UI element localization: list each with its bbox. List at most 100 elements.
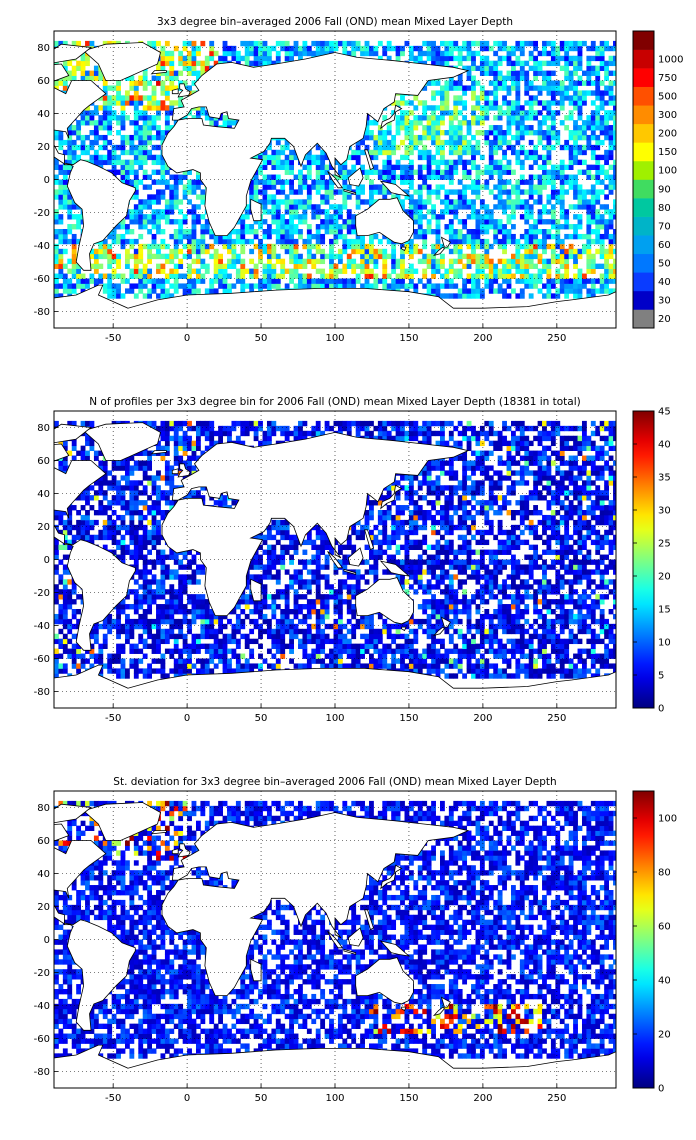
- data-cell: [537, 278, 543, 284]
- data-cell: [479, 258, 485, 265]
- data-cell: [613, 273, 616, 279]
- data-cell: [524, 125, 530, 131]
- data-cell: [111, 144, 117, 151]
- data-cell: [258, 224, 263, 230]
- data-cell: [440, 283, 445, 289]
- data-cell: [590, 194, 596, 200]
- data-cell: [604, 60, 610, 67]
- data-cell: [586, 288, 592, 294]
- data-cell: [289, 238, 294, 245]
- data-cell: [444, 169, 450, 175]
- data-cell: [462, 164, 468, 170]
- data-cell: [555, 130, 561, 136]
- data-cell: [466, 199, 472, 205]
- data-cell: [213, 238, 219, 245]
- data-cell: [71, 233, 77, 240]
- data-cell: [462, 283, 468, 289]
- data-cell: [599, 263, 605, 269]
- data-cell: [62, 455, 68, 461]
- data-cell: [169, 273, 175, 279]
- data-cell: [156, 243, 161, 250]
- data-cell: [555, 90, 561, 96]
- data-cell: [408, 139, 414, 146]
- data-cell: [62, 519, 68, 526]
- data-cell: [80, 70, 86, 76]
- data-cell: [573, 100, 578, 106]
- data-cell: [573, 229, 578, 235]
- data-cell: [546, 243, 552, 250]
- data-cell: [533, 149, 539, 156]
- data-cell: [240, 40, 246, 47]
- data-cell: [249, 184, 255, 190]
- data-cell: [116, 224, 121, 230]
- data-cell: [488, 60, 494, 67]
- data-cell: [466, 238, 472, 245]
- data-cell: [502, 238, 507, 245]
- data-cell: [586, 224, 592, 230]
- data-cell: [89, 505, 95, 511]
- data-cell: [519, 179, 525, 185]
- data-cell: [138, 258, 144, 265]
- data-cell: [440, 243, 445, 250]
- data-cell: [431, 110, 436, 116]
- data-cell: [54, 668, 59, 674]
- data-cell: [227, 248, 232, 255]
- data-cell: [289, 229, 294, 235]
- data-cell: [599, 90, 605, 96]
- data-cell: [453, 55, 459, 62]
- data-cell: [111, 268, 117, 274]
- data-cell: [559, 90, 565, 96]
- data-cell: [453, 45, 459, 52]
- data-cell: [417, 189, 423, 195]
- data-cell: [510, 233, 516, 240]
- data-cell: [373, 139, 379, 146]
- data-cell: [306, 45, 312, 52]
- data-cell: [133, 95, 139, 101]
- data-cell: [164, 179, 170, 185]
- data-cell: [466, 258, 472, 265]
- data-cell: [440, 139, 445, 146]
- data-cell: [315, 154, 321, 161]
- data-cell: [164, 204, 170, 210]
- data-cell: [457, 110, 463, 116]
- data-cell: [244, 55, 250, 62]
- data-cell: [546, 115, 552, 121]
- data-cell: [550, 189, 556, 195]
- data-cell: [542, 204, 547, 210]
- data-cell: [493, 134, 499, 141]
- data-cell: [613, 134, 616, 141]
- data-cell: [493, 80, 499, 86]
- data-cell: [577, 204, 583, 210]
- data-cell: [604, 268, 610, 274]
- data-cell: [577, 50, 583, 57]
- data-cell: [457, 189, 463, 195]
- data-cell: [275, 159, 281, 166]
- data-cell: [577, 248, 583, 255]
- data-cell: [164, 110, 170, 116]
- data-cell: [324, 283, 330, 289]
- data-cell: [528, 278, 534, 284]
- colorbar-tick-label: 50: [658, 259, 671, 270]
- data-cell: [542, 134, 547, 141]
- data-cell: [133, 283, 139, 289]
- data-cell: [182, 55, 188, 62]
- data-cell: [306, 273, 312, 279]
- data-cell: [315, 243, 321, 250]
- data-cell: [67, 169, 73, 175]
- data-cell: [156, 224, 161, 230]
- data-cell: [497, 75, 503, 81]
- data-cell: [577, 105, 583, 111]
- data-cell: [599, 214, 605, 220]
- data-cell: [440, 110, 445, 116]
- data-cell: [444, 199, 450, 205]
- data-cell: [533, 45, 539, 52]
- data-cell: [404, 288, 410, 294]
- data-cell: [58, 643, 64, 649]
- data-cell: [293, 243, 299, 250]
- data-cell: [120, 278, 126, 284]
- data-cell: [142, 95, 148, 101]
- data-cell: [54, 243, 59, 250]
- data-cell: [479, 288, 485, 294]
- data-cell: [510, 189, 516, 195]
- data-cell: [360, 45, 365, 52]
